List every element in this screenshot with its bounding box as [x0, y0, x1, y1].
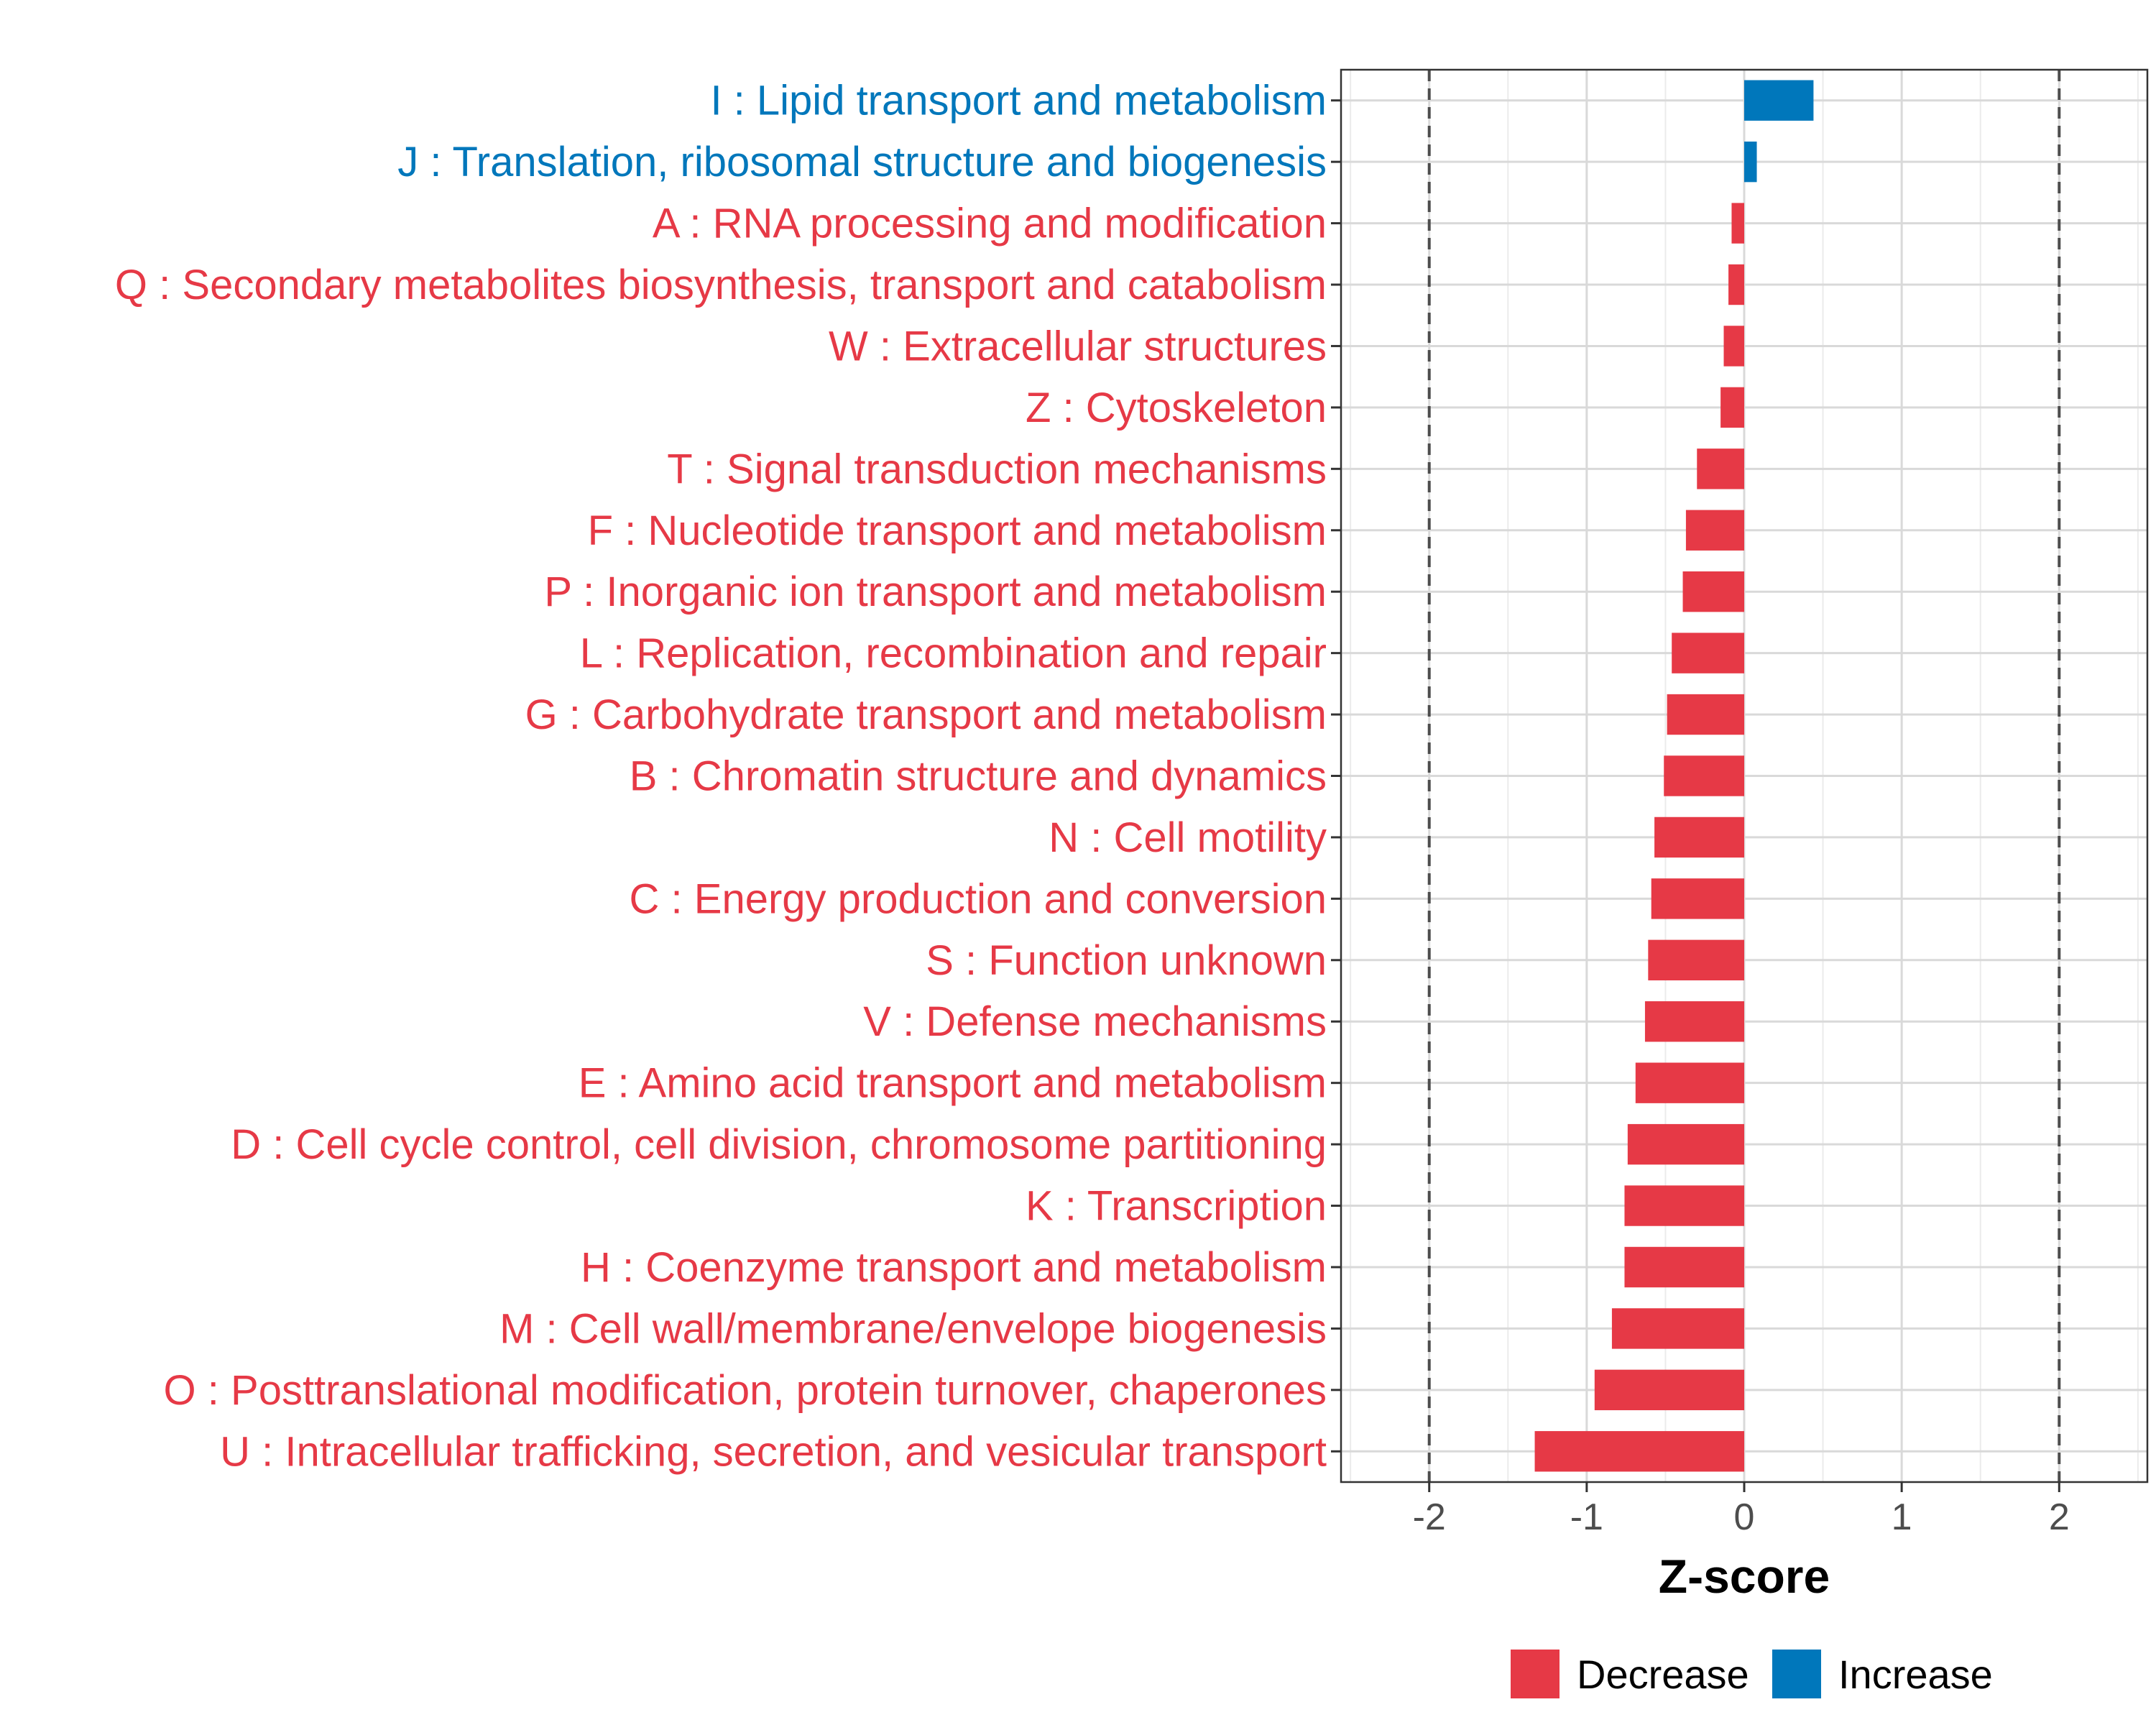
legend: Decrease Increase	[1511, 1650, 1993, 1698]
y-axis: I : Lipid transport and metabolism J : Tr…	[115, 78, 1341, 1475]
bar	[1654, 816, 1744, 858]
bar	[1624, 1246, 1744, 1288]
bar	[1611, 1308, 1744, 1349]
bar	[1664, 755, 1744, 796]
category-label: P : Inorganic ion transport and metaboli…	[544, 569, 1327, 615]
legend-swatch-increase	[1772, 1650, 1821, 1698]
bar	[1648, 939, 1744, 980]
x-tick-label: 2	[2049, 1496, 2070, 1538]
legend-label-increase: Increase	[1838, 1652, 1993, 1697]
category-label: L : Replication, recombination and repai…	[580, 630, 1327, 677]
category-label: C : Energy production and conversion	[630, 875, 1327, 922]
x-tick-label: 1	[1892, 1496, 1912, 1538]
category-label: F : Nucleotide transport and metabolism	[588, 507, 1327, 554]
category-label: Z : Cytoskeleton	[1026, 385, 1327, 431]
category-label: Q : Secondary metabolites biosynthesis, …	[115, 262, 1327, 308]
x-tick-label: -1	[1570, 1496, 1603, 1538]
reference-lines	[1427, 70, 2061, 1482]
category-label: N : Cell motility	[1049, 814, 1327, 861]
x-axis: -2 -1 0 1 2	[1413, 1482, 2070, 1538]
bar	[1723, 326, 1744, 367]
legend-swatch-decrease	[1511, 1650, 1560, 1698]
category-label: S : Function unknown	[926, 937, 1327, 984]
bar	[1534, 1431, 1744, 1472]
category-label: K : Transcription	[1026, 1183, 1327, 1230]
category-label: U : Intracellular trafficking, secretion…	[220, 1428, 1327, 1475]
bar	[1728, 264, 1744, 305]
bar	[1667, 694, 1744, 735]
category-label: M : Cell wall/membrane/envelope biogenes…	[499, 1305, 1327, 1352]
x-axis-title: Z-score	[1659, 1550, 1830, 1603]
legend-label-decrease: Decrease	[1577, 1652, 1749, 1697]
category-label: J : Translation, ribosomal structure and…	[397, 139, 1327, 185]
bar	[1624, 1185, 1744, 1226]
bar	[1731, 203, 1744, 244]
category-label: G : Carbohydrate transport and metabolis…	[525, 691, 1327, 738]
category-label: T : Signal transduction mechanisms	[667, 446, 1327, 492]
category-label: O : Posttranslational modification, prot…	[164, 1367, 1327, 1414]
category-label: B : Chromatin structure and dynamics	[630, 753, 1327, 800]
bars	[1534, 80, 1814, 1472]
bar	[1744, 80, 1814, 121]
category-label: I : Lipid transport and metabolism	[710, 78, 1327, 124]
category-label: E : Amino acid transport and metabolism	[579, 1060, 1327, 1107]
bar	[1682, 571, 1744, 612]
category-label: V : Defense mechanisms	[863, 998, 1327, 1045]
category-label: D : Cell cycle control, cell division, c…	[231, 1121, 1327, 1168]
bar	[1697, 448, 1744, 489]
bar	[1594, 1369, 1744, 1411]
x-tick-label: -2	[1413, 1496, 1446, 1538]
bar	[1651, 878, 1744, 919]
category-label: A : RNA processing and modification	[653, 201, 1327, 247]
plot-panel	[1340, 68, 2149, 1484]
x-tick-label: 0	[1734, 1496, 1755, 1538]
bar	[1685, 510, 1744, 551]
bar	[1644, 1001, 1744, 1042]
category-label: H : Coenzyme transport and metabolism	[581, 1244, 1327, 1291]
bar	[1672, 632, 1744, 673]
bar	[1635, 1062, 1744, 1103]
bar	[1720, 387, 1744, 428]
bar	[1744, 141, 1757, 183]
bar	[1627, 1123, 1744, 1165]
category-label: W : Extracellular structures	[829, 323, 1327, 369]
